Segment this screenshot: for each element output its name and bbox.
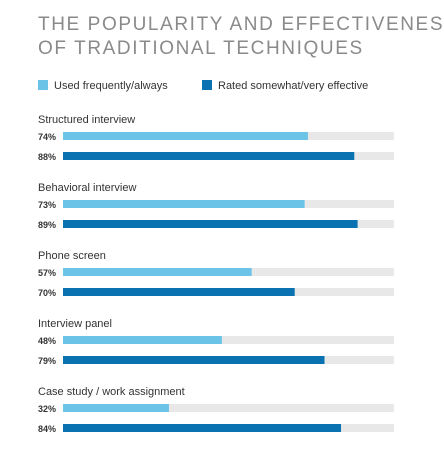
category-label: Case study / work assignment (38, 386, 185, 398)
bar-value-label: 74% (38, 132, 56, 142)
bar-value-label: 88% (38, 152, 56, 162)
bar-value-label: 32% (38, 404, 56, 414)
bar (63, 132, 308, 140)
chart-title-line: THE POPULARITY AND EFFECTIVENESS (38, 14, 444, 35)
chart-title-line: OF TRADITIONAL TECHNIQUES (38, 38, 364, 59)
legend-label: Rated somewhat/very effective (218, 80, 368, 92)
bar-track (63, 404, 394, 412)
bar (63, 424, 342, 432)
category-label: Structured interview (38, 114, 135, 126)
bar-track (63, 336, 394, 344)
bar (63, 220, 358, 228)
category-label: Interview panel (38, 318, 112, 330)
category-label: Phone screen (38, 250, 106, 262)
bar (63, 288, 295, 296)
bar (63, 404, 169, 412)
bar-value-label: 48% (38, 336, 56, 346)
category-label: Behavioral interview (38, 182, 136, 194)
bar-value-label: 57% (38, 268, 56, 278)
bar-value-label: 73% (38, 200, 56, 210)
bar-value-label: 84% (38, 424, 56, 434)
bar (63, 336, 222, 344)
bar-value-label: 89% (38, 220, 56, 230)
legend-swatch (38, 80, 48, 90)
legend-swatch (202, 80, 212, 90)
bar-value-label: 79% (38, 356, 56, 366)
bar-value-label: 70% (38, 288, 56, 298)
bar (63, 356, 325, 364)
legend-label: Used frequently/always (54, 80, 168, 92)
bar (63, 200, 305, 208)
bar (63, 152, 355, 160)
bar (63, 268, 252, 276)
